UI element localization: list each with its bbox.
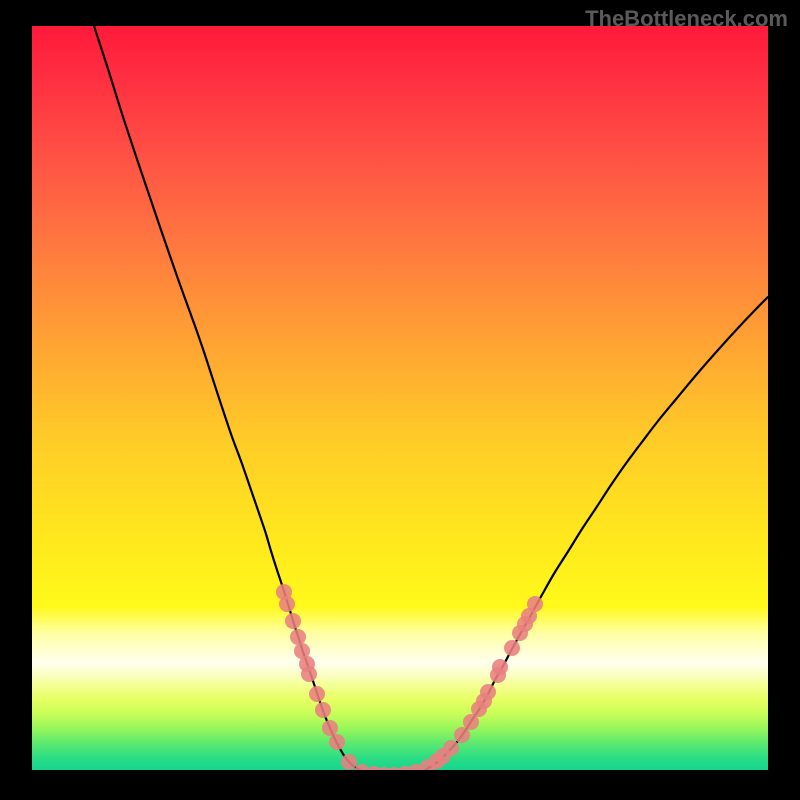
data-marker (527, 596, 543, 612)
plot-area (32, 26, 768, 770)
data-marker (309, 686, 325, 702)
curve-overlay (32, 26, 768, 770)
watermark-text: TheBottleneck.com (585, 6, 788, 32)
data-marker (301, 666, 317, 682)
data-marker (480, 684, 496, 700)
data-marker (341, 754, 357, 770)
chart-container: TheBottleneck.com (0, 0, 800, 800)
data-marker (315, 702, 331, 718)
data-marker (492, 659, 508, 675)
data-marker (279, 596, 295, 612)
data-marker (322, 720, 338, 736)
data-marker (285, 613, 301, 629)
bottleneck-curve (94, 26, 768, 770)
data-marker (329, 734, 345, 750)
data-marker (443, 740, 459, 756)
data-marker (454, 727, 470, 743)
marker-group (276, 584, 543, 770)
data-marker (290, 629, 306, 645)
data-marker (504, 640, 520, 656)
